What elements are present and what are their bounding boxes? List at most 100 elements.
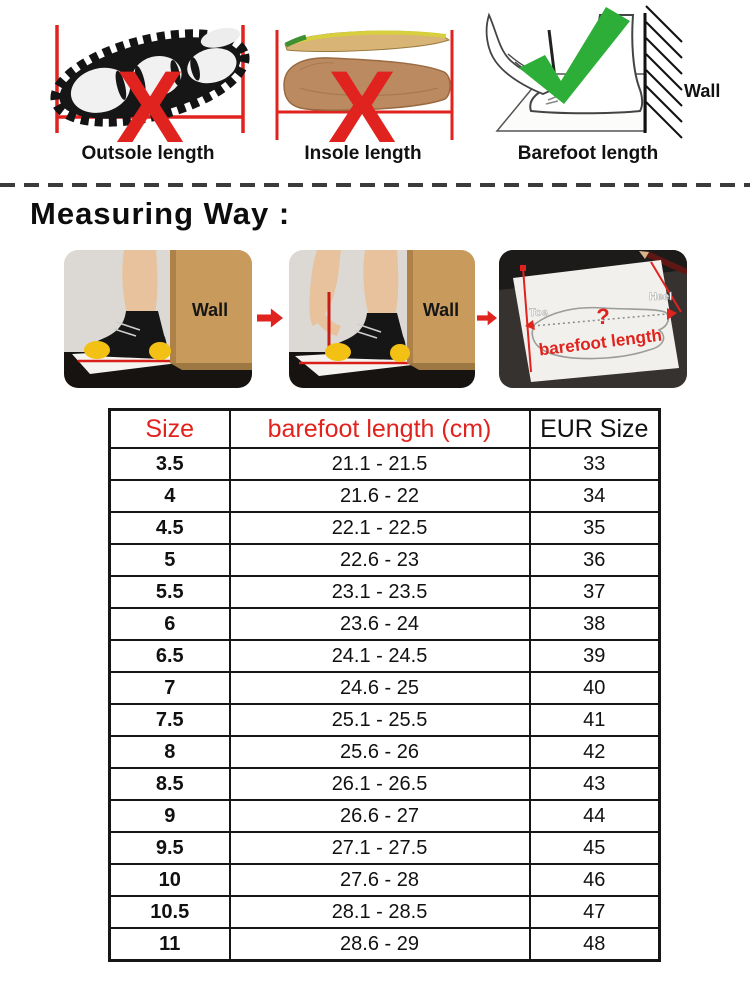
cell-size: 11 bbox=[108, 927, 231, 962]
cell-size: 6 bbox=[108, 607, 231, 641]
cell-barefoot-length: 22.1 - 22.5 bbox=[228, 511, 531, 545]
measuring-step2-photo: Wall bbox=[289, 250, 475, 388]
cell-barefoot-length: 28.1 - 28.5 bbox=[228, 895, 531, 929]
sock-heel-patch bbox=[390, 344, 410, 362]
foot-outline bbox=[531, 306, 670, 360]
size-table-row: 7 24.6 - 25 40 bbox=[108, 671, 661, 705]
cell-size: 5.5 bbox=[108, 575, 231, 609]
cell-eur-size: 40 bbox=[528, 671, 661, 705]
size-table-row: 7.5 25.1 - 25.5 41 bbox=[108, 703, 661, 737]
cell-barefoot-length: 23.1 - 23.5 bbox=[228, 575, 531, 609]
measuring-step1-photo: Wall bbox=[64, 250, 252, 388]
cell-barefoot-length: 27.6 - 28 bbox=[228, 863, 531, 897]
cell-eur-size: 41 bbox=[528, 703, 661, 737]
cell-size: 7 bbox=[108, 671, 231, 705]
sock-toe-patch bbox=[325, 343, 351, 361]
arm bbox=[309, 250, 341, 326]
measure-arrowhead bbox=[667, 308, 677, 320]
cell-eur-size: 43 bbox=[528, 767, 661, 801]
cell-eur-size: 42 bbox=[528, 735, 661, 769]
red-arrow-icon bbox=[477, 310, 497, 326]
col-header-eur-size: EUR Size bbox=[528, 408, 661, 449]
cell-eur-size: 35 bbox=[528, 511, 661, 545]
page-title: Measuring Way : bbox=[30, 196, 291, 231]
red-arrow-icon bbox=[257, 308, 283, 328]
outsole-label: Outsole length bbox=[82, 143, 215, 164]
insole-top-view-icon bbox=[283, 57, 451, 111]
measure-arrowhead bbox=[525, 320, 535, 330]
pencil-tip bbox=[639, 251, 649, 259]
cell-size: 3.5 bbox=[108, 447, 231, 481]
insole-measure-bracket bbox=[275, 30, 454, 140]
cell-barefoot-length: 26.6 - 27 bbox=[228, 799, 531, 833]
cell-barefoot-length: 22.6 - 23 bbox=[228, 543, 531, 577]
size-table-row: 9 26.6 - 27 44 bbox=[108, 799, 661, 833]
cell-barefoot-length: 23.6 - 24 bbox=[228, 607, 531, 641]
cell-eur-size: 46 bbox=[528, 863, 661, 897]
size-table-body: 3.5 21.1 - 21.5 33 4 21.6 - 22 34 4.5 22… bbox=[108, 447, 661, 962]
cell-size: 4 bbox=[108, 479, 231, 513]
cell-barefoot-length: 28.6 - 29 bbox=[228, 927, 531, 962]
size-table-row: 9.5 27.1 - 27.5 45 bbox=[108, 831, 661, 865]
insole-label: Insole length bbox=[304, 143, 421, 164]
size-table-row: 5.5 23.1 - 23.5 37 bbox=[108, 575, 661, 609]
cell-eur-size: 34 bbox=[528, 479, 661, 513]
col-header-barefoot-length: barefoot length (cm) bbox=[228, 408, 531, 449]
step2-graphic: Wall bbox=[289, 250, 475, 388]
shoe-outsole-icon bbox=[50, 27, 250, 127]
cell-eur-size: 48 bbox=[528, 927, 661, 962]
col-header-size: Size bbox=[108, 408, 231, 449]
size-table-row: 6.5 24.1 - 24.5 39 bbox=[108, 639, 661, 673]
size-table-row: 8.5 26.1 - 26.5 43 bbox=[108, 767, 661, 801]
barefoot-illustration: Wall Barefoot length bbox=[485, 5, 720, 164]
toe-reference-line bbox=[522, 267, 532, 373]
cell-barefoot-length: 26.1 - 26.5 bbox=[228, 767, 531, 801]
size-table: Size barefoot length (cm) EUR Size 3.5 2… bbox=[108, 408, 661, 962]
size-table-row: 8 25.6 - 26 42 bbox=[108, 735, 661, 769]
cell-barefoot-length: 24.1 - 24.5 bbox=[228, 639, 531, 673]
insole-side-view-icon bbox=[284, 30, 451, 53]
cell-barefoot-length: 25.6 - 26 bbox=[228, 735, 531, 769]
cell-eur-size: 37 bbox=[528, 575, 661, 609]
wall-label: Wall bbox=[684, 81, 720, 101]
size-table-row: 3.5 21.1 - 21.5 33 bbox=[108, 447, 661, 481]
cell-barefoot-length: 27.1 - 27.5 bbox=[228, 831, 531, 865]
insole-illustration: X Insole length bbox=[275, 30, 454, 164]
cell-size: 8.5 bbox=[108, 767, 231, 801]
cell-size: 7.5 bbox=[108, 703, 231, 737]
sock-heel-patch bbox=[149, 342, 171, 360]
size-table-row: 5 22.6 - 23 36 bbox=[108, 543, 661, 577]
size-table-row: 10.5 28.1 - 28.5 47 bbox=[108, 895, 661, 929]
wall-label: Wall bbox=[423, 300, 459, 320]
question-mark: ? bbox=[596, 304, 609, 329]
cell-eur-size: 47 bbox=[528, 895, 661, 929]
measurement-methods-illustration: X Outsole length X Insole length bbox=[50, 5, 720, 164]
cell-size: 6.5 bbox=[108, 639, 231, 673]
dashed-divider bbox=[0, 183, 750, 187]
cell-eur-size: 33 bbox=[528, 447, 661, 481]
cell-barefoot-length: 21.1 - 21.5 bbox=[228, 447, 531, 481]
size-table-row: 6 23.6 - 24 38 bbox=[108, 607, 661, 641]
cell-eur-size: 39 bbox=[528, 639, 661, 673]
cell-size: 5 bbox=[108, 543, 231, 577]
size-table-row: 10 27.6 - 28 46 bbox=[108, 863, 661, 897]
red-x-icon: X bbox=[116, 50, 184, 164]
size-table-row: 4.5 22.1 - 22.5 35 bbox=[108, 511, 661, 545]
cell-size: 10.5 bbox=[108, 895, 231, 929]
step3-graphic: Toe Heel ? barefoot length bbox=[499, 250, 687, 388]
heel-label: Heel bbox=[649, 291, 672, 303]
green-check-icon bbox=[519, 7, 630, 104]
cell-size: 10 bbox=[108, 863, 231, 897]
heel-reference-line bbox=[650, 261, 682, 313]
barefoot-label: Barefoot length bbox=[518, 143, 658, 164]
size-table-row: 11 28.6 - 29 48 bbox=[108, 927, 661, 962]
sock-toe-patch bbox=[84, 341, 110, 359]
wall-label: Wall bbox=[192, 300, 228, 320]
toe-label: Toe bbox=[529, 307, 548, 319]
cell-size: 8 bbox=[108, 735, 231, 769]
size-table-header-row: Size barefoot length (cm) EUR Size bbox=[108, 408, 661, 449]
red-x-icon: X bbox=[328, 50, 396, 164]
cell-barefoot-length: 21.6 - 22 bbox=[228, 479, 531, 513]
cell-eur-size: 45 bbox=[528, 831, 661, 865]
